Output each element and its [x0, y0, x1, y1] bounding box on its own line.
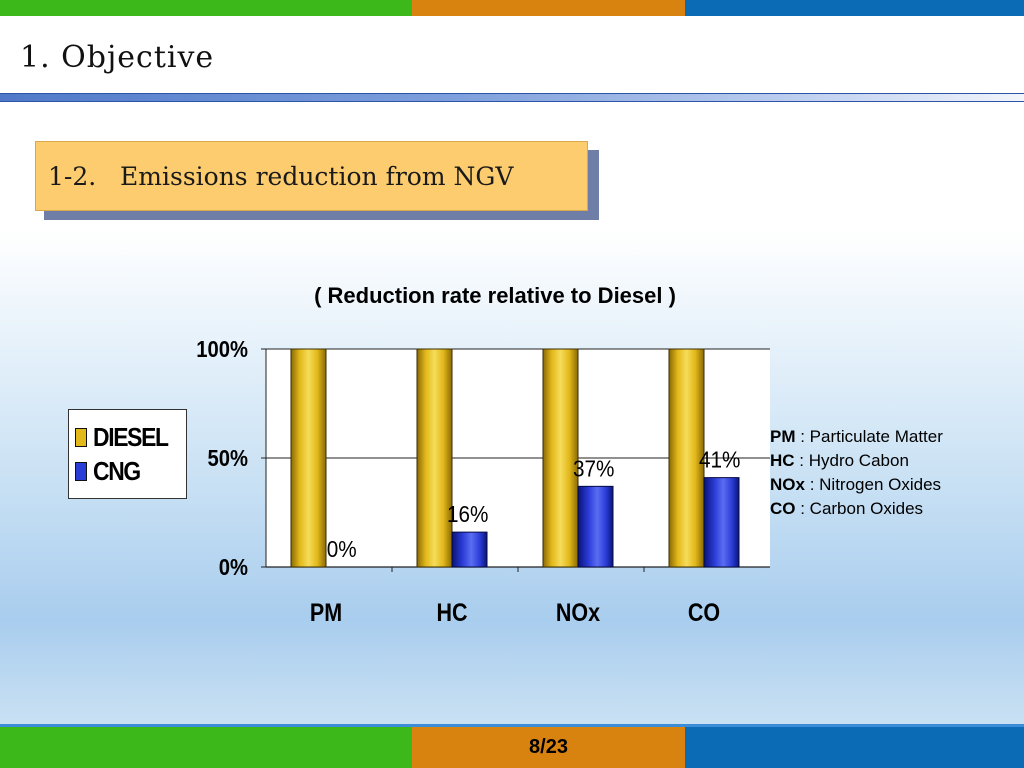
- subtitle-text: 1-2. Emissions reduction from NGV: [48, 161, 514, 191]
- bar-cng: [451, 531, 488, 568]
- title-underline: [0, 93, 1024, 102]
- abbreviation-desc: : Particulate Matter: [795, 427, 943, 446]
- y-tick-label: 0%: [219, 554, 248, 581]
- legend-label-diesel: DIESEL: [93, 421, 169, 452]
- bar-diesel: [542, 348, 579, 568]
- top-color-stripe: [0, 0, 1024, 16]
- bar-diesel: [290, 348, 327, 568]
- top-stripe-orange: [412, 0, 685, 16]
- x-category-label: PM: [310, 598, 342, 626]
- slide-title-text: Objective: [61, 40, 215, 75]
- abbreviation-list: PM : Particulate Matter HC : Hydro Cabon…: [770, 425, 943, 521]
- bar-diesel: [668, 348, 705, 568]
- slide-title-number: 1.: [20, 40, 51, 75]
- data-label-cng: 16%: [447, 501, 488, 527]
- abbreviation-term: HC: [770, 451, 795, 470]
- bar-diesel: [416, 348, 453, 568]
- legend-item-diesel: DIESEL: [75, 420, 180, 454]
- legend-swatch-diesel: [75, 427, 87, 447]
- chart-legend: DIESEL CNG: [68, 409, 187, 499]
- legend-label-cng: CNG: [93, 455, 141, 486]
- data-label-cng: 41%: [699, 447, 740, 473]
- abbreviation-desc: : Hydro Cabon: [794, 451, 909, 470]
- data-label-cng: 37%: [573, 455, 614, 481]
- abbreviation-term: PM: [770, 427, 796, 446]
- footer-stripe-orange: 8/23: [412, 727, 685, 768]
- abbreviation-item: HC : Hydro Cabon: [770, 449, 943, 473]
- x-category-label: NOx: [556, 598, 600, 626]
- abbreviation-desc: : Nitrogen Oxides: [804, 475, 942, 494]
- x-category-label: CO: [688, 598, 720, 626]
- legend-item-cng: CNG: [75, 454, 180, 488]
- y-tick-label: 50%: [207, 445, 248, 472]
- footer-bar: 8/23: [0, 724, 1024, 768]
- footer-stripe-blue: [685, 727, 1024, 768]
- bar-cng: [577, 485, 614, 568]
- data-label-cng: 0%: [327, 536, 357, 562]
- footer-stripe-green: [0, 727, 412, 768]
- abbreviation-item: NOx : Nitrogen Oxides: [770, 473, 943, 497]
- abbreviation-term: NOx: [770, 475, 805, 494]
- slide-title: 1. Objective: [20, 40, 214, 75]
- top-stripe-green: [0, 0, 412, 16]
- top-stripe-blue: [685, 0, 1024, 16]
- legend-swatch-cng: [75, 461, 87, 481]
- x-category-label: HC: [436, 598, 467, 626]
- abbreviation-item: PM : Particulate Matter: [770, 425, 943, 449]
- chart-title: ( Reduction rate relative to Diesel ): [314, 283, 676, 308]
- bar-cng: [703, 477, 740, 568]
- abbreviation-desc: : Carbon Oxides: [795, 499, 924, 518]
- abbreviation-item: CO : Carbon Oxides: [770, 497, 943, 521]
- abbreviation-term: CO: [770, 499, 796, 518]
- page-number: 8/23: [529, 736, 568, 758]
- subtitle-box: 1-2. Emissions reduction from NGV: [35, 141, 588, 211]
- y-tick-label: 100%: [196, 336, 248, 363]
